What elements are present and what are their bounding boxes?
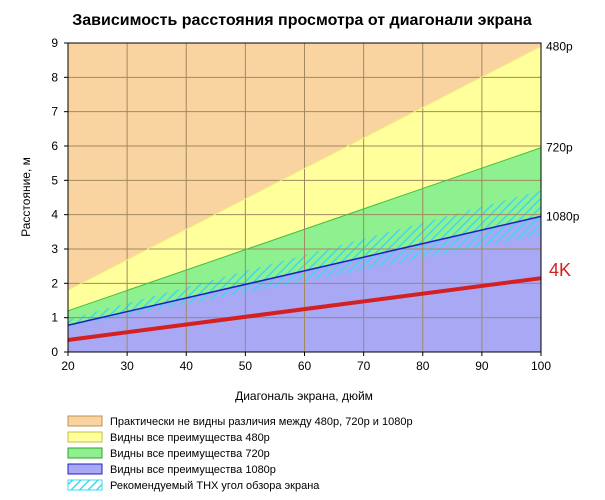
y-tick-label: 3 (51, 242, 58, 256)
line-label-1080p: 1080p (546, 209, 580, 223)
series-line-4k (67, 276, 542, 342)
y-tick-label: 1 (51, 311, 58, 325)
y-tick-label: 6 (51, 139, 58, 153)
legend-label: Видны все преимущества 720p (110, 448, 270, 460)
line-label-480p: 480p (546, 39, 573, 53)
x-tick-label: 90 (475, 359, 489, 373)
line-label-4k: 4K (549, 260, 571, 280)
x-tick-label: 50 (239, 359, 253, 373)
legend-swatch (67, 463, 103, 475)
line-label-720p: 720p (546, 141, 573, 155)
legend-swatch (67, 415, 103, 427)
y-axis-label: Расстояние, м (19, 157, 33, 237)
legend-swatch (67, 431, 103, 443)
y-tick-label: 9 (51, 36, 58, 50)
x-tick-label: 80 (416, 359, 430, 373)
y-tick-label: 8 (51, 70, 58, 84)
line-labels: 480p 720p 1080p 4K (546, 39, 580, 280)
ticks: 20 30 40 50 60 70 80 90 100 0 1 2 3 4 5 6 7 8 9 (51, 36, 551, 373)
legend-swatch (67, 479, 103, 491)
legend-swatch (67, 447, 103, 459)
legend: Практически не видны различия между 480p… (67, 415, 413, 492)
y-tick-label: 5 (51, 173, 58, 187)
y-tick-label: 7 (51, 105, 58, 119)
legend-label: Рекомендуемый THX угол обзора экрана (110, 480, 320, 492)
y-tick-label: 4 (51, 208, 58, 222)
series-line-1080p (67, 215, 542, 326)
x-tick-label: 60 (298, 359, 312, 373)
x-axis-label: Диагональ экрана, дюйм (235, 389, 373, 403)
series-line-480p (67, 45, 542, 291)
series-lines (67, 45, 542, 342)
x-tick-label: 30 (120, 359, 134, 373)
y-tick-label: 2 (51, 276, 58, 290)
legend-label: Видны все преимущества 480p (110, 432, 270, 444)
legend-label: Практически не видны различия между 480p… (110, 416, 413, 428)
x-tick-label: 100 (531, 359, 551, 373)
series-line-720p (67, 147, 542, 312)
chart-title: Зависимость расстояния просмотра от диаг… (72, 12, 532, 29)
y-tick-label: 0 (51, 345, 58, 359)
x-tick-label: 70 (357, 359, 371, 373)
x-tick-label: 20 (61, 359, 75, 373)
x-tick-label: 40 (180, 359, 194, 373)
legend-label: Видны все преимущества 1080p (110, 464, 276, 476)
